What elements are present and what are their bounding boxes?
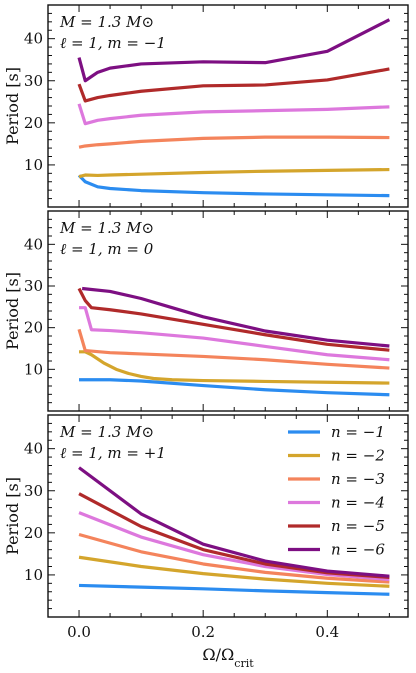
series-line-2: [79, 350, 390, 385]
y-tick-label: 10: [24, 566, 43, 584]
series-line-2: [78, 555, 390, 588]
y-tick-label: 30: [24, 482, 43, 500]
series-line-5: [77, 67, 390, 103]
series-line-1: [78, 583, 390, 596]
x-axis-label: Ω/Ωcrit: [202, 645, 254, 670]
annotation-line: ℓ = 1, m = +1: [60, 444, 166, 462]
x-tick-label: 0.4: [315, 623, 339, 641]
legend-label: n = −2: [331, 447, 385, 465]
y-tick-label: 30: [24, 72, 43, 90]
legend-label: n = −3: [331, 470, 385, 488]
legend-label: n = −5: [331, 517, 385, 535]
series-line-4: [79, 306, 390, 362]
series-line-4: [77, 103, 390, 126]
y-tick-label: 10: [24, 360, 43, 378]
series-line-6: [77, 18, 391, 83]
y-tick-label: 20: [24, 319, 43, 337]
series-line-5: [77, 287, 390, 352]
series-line-1: [79, 378, 390, 397]
series-line-5: [78, 492, 390, 580]
y-axis-label: Period [s]: [3, 272, 22, 350]
panel-3: 10 20 30 40 0.0 0.2 0.4 Period [s] Ω/Ωcrit M = 1.…: [3, 414, 409, 670]
y-tick-label: 40: [24, 235, 43, 253]
series-line-3: [78, 532, 390, 584]
series-line-2: [78, 167, 390, 179]
annotation-line: ℓ = 1, m = −1: [60, 34, 166, 52]
series-line-3: [77, 328, 390, 370]
y-tick-label: 40: [24, 440, 43, 458]
series-line-6: [78, 466, 390, 578]
y-tick-label: 30: [24, 277, 43, 295]
y-tick-label: 20: [24, 524, 43, 542]
annotation-line: M = 1.3 M⊙: [59, 13, 154, 31]
legend-label: n = −4: [331, 494, 385, 512]
y-tick-label: 40: [24, 30, 43, 48]
series-line-6: [81, 286, 390, 348]
panel-1: 10 20 30 40 Period [s] M = 1.3 M⊙ ℓ = 1, m = −…: [3, 4, 409, 208]
annotation-line: M = 1.3 M⊙: [59, 423, 154, 441]
legend-label: n = −6: [331, 541, 385, 559]
series-line-3: [78, 135, 390, 149]
series-line-1: [77, 174, 390, 198]
series-line-4: [78, 511, 390, 582]
y-tick-label: 20: [24, 114, 43, 132]
legend-label: n = −1: [331, 423, 385, 441]
annotation-line: M = 1.3 M⊙: [59, 219, 154, 237]
panel-2: 10 20 30 40 Period [s] M = 1.3 M⊙ ℓ = 1, m = 0: [3, 210, 409, 412]
y-tick-label: 10: [24, 156, 43, 174]
y-axis-label: Period [s]: [3, 477, 22, 555]
y-axis-label: Period [s]: [3, 67, 22, 145]
annotation-line: ℓ = 1, m = 0: [60, 240, 154, 258]
x-tick-label: 0.0: [67, 623, 91, 641]
x-tick-label: 0.2: [191, 623, 215, 641]
